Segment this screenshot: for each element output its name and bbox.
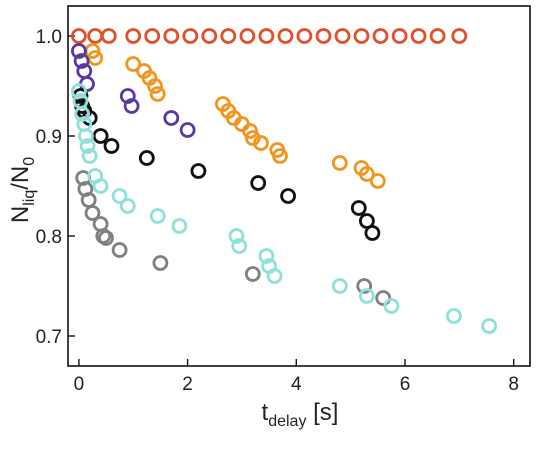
series-5 [72, 85, 495, 333]
data-point [374, 30, 387, 43]
data-point [279, 30, 292, 43]
data-point [140, 152, 153, 165]
y-tick-label: 0.9 [36, 127, 62, 148]
data-point [282, 190, 295, 203]
data-point [181, 124, 194, 137]
data-point [222, 30, 235, 43]
data-point [483, 320, 496, 333]
x-tick-label: 0 [74, 374, 85, 395]
data-point [89, 30, 102, 43]
data-point [102, 30, 115, 43]
data-point [127, 30, 140, 43]
data-point [260, 30, 273, 43]
data-point [252, 177, 265, 190]
data-point [412, 30, 425, 43]
y-axis: 0.7 0.8 0.9 1.0 [36, 27, 75, 348]
y-tick-label: 0.7 [36, 327, 62, 348]
data-point [203, 30, 216, 43]
data-point [371, 175, 384, 188]
x-tick-label: 8 [508, 374, 519, 395]
data-point [165, 112, 178, 125]
data-point [393, 30, 406, 43]
data-point [173, 220, 186, 233]
x-axis: 0 2 4 6 8 [74, 359, 519, 395]
data-point [151, 88, 164, 101]
y-tick-label: 1.0 [36, 27, 62, 48]
data-point [366, 227, 379, 240]
y-axis-label: Nliq/N0 [7, 157, 38, 223]
data-point [431, 30, 444, 43]
data-point [355, 30, 368, 43]
data-point [113, 244, 126, 257]
data-point [105, 140, 118, 153]
data-point [352, 202, 365, 215]
data-point [333, 157, 346, 170]
data-point [192, 165, 205, 178]
data-point [154, 257, 167, 270]
data-point [184, 30, 197, 43]
x-axis-label: tdelay [s] [262, 399, 339, 430]
data-point [377, 292, 390, 305]
series-1 [86, 45, 384, 188]
data-point [146, 30, 159, 43]
x-tick-label: 4 [291, 374, 302, 395]
x-tick-label: 2 [182, 374, 193, 395]
data-point [241, 30, 254, 43]
data-point [336, 30, 349, 43]
data-point [385, 300, 398, 313]
data-points [72, 30, 495, 333]
x-tick-label: 6 [400, 374, 411, 395]
data-point [165, 30, 178, 43]
data-point [453, 30, 466, 43]
data-point [94, 130, 107, 143]
series-0 [72, 30, 465, 43]
y-tick-label: 0.8 [36, 227, 62, 248]
data-point [121, 200, 134, 213]
data-point [333, 280, 346, 293]
data-point [298, 30, 311, 43]
data-point [151, 210, 164, 223]
data-point [317, 30, 330, 43]
data-point [447, 310, 460, 323]
data-point [246, 268, 259, 281]
